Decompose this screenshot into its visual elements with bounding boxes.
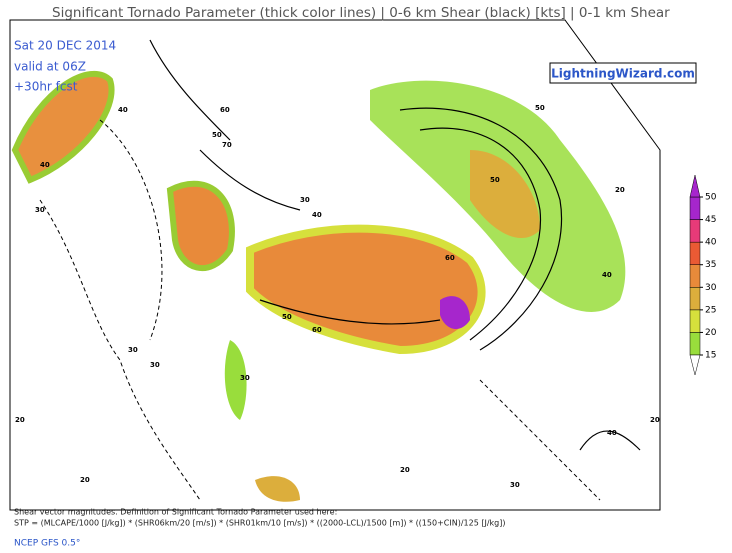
contour-label: 40 <box>312 211 322 219</box>
contour-label: 30 <box>510 481 520 489</box>
footer-formula: STP = (MLCAPE/1000 [J/kg]) * (SHR06km/20… <box>14 519 505 528</box>
contour-label: 60 <box>312 326 322 334</box>
stp-area <box>11 70 115 184</box>
contour-label: 20 <box>650 416 660 424</box>
contour-label: 40 <box>607 429 617 437</box>
contour-label: 40 <box>40 161 50 169</box>
map <box>9 19 661 511</box>
valid-time: valid at 06Z <box>14 60 86 74</box>
colorbar-label: 40 <box>705 238 717 248</box>
contour-label: 20 <box>15 416 25 424</box>
colorbar-arrow <box>689 174 701 198</box>
stp-area <box>224 340 247 420</box>
brand: LightningWizard.com <box>551 67 695 81</box>
colorbar-segment <box>689 287 701 311</box>
colorbar-segment <box>689 264 701 288</box>
contour-label: 40 <box>118 106 128 114</box>
stp-area <box>166 180 235 272</box>
contour-label: 50 <box>535 104 545 112</box>
colorbar-segment <box>689 196 701 220</box>
colorbar-label: 30 <box>705 283 717 293</box>
footer-note: Shear vector magnitudes. Definition of S… <box>14 508 337 517</box>
contour-label: 20 <box>615 186 625 194</box>
colorbar-segment <box>689 219 701 243</box>
contour-label: 30 <box>150 361 160 369</box>
contour-label: 30 <box>128 346 138 354</box>
contour-label: 20 <box>400 466 410 474</box>
contour-label: 40 <box>602 271 612 279</box>
colorbar-label: 35 <box>705 260 716 270</box>
contour-label: 30 <box>300 196 310 204</box>
colorbar-label: 20 <box>705 328 717 338</box>
contour-label: 30 <box>35 206 45 214</box>
shear-contours-dashed <box>39 119 601 501</box>
colorbar-label: 15 <box>705 351 716 361</box>
contour-label: 60 <box>445 254 455 262</box>
colorbar-label: 45 <box>705 215 716 225</box>
colorbar-label: 50 <box>705 193 717 203</box>
stp-area <box>255 476 300 502</box>
colorbar-segment <box>689 241 701 265</box>
contour-label: 50 <box>282 313 292 321</box>
contour-label: 70 <box>222 141 232 149</box>
title: Significant Tornado Parameter (thick col… <box>52 5 670 21</box>
colorbar-arrow <box>689 354 701 376</box>
colorbar-segment <box>689 309 701 333</box>
date: Sat 20 DEC 2014 <box>14 39 116 53</box>
contour-label: 50 <box>212 131 222 139</box>
forecast-hour: +30hr fcst <box>14 80 78 94</box>
stp-area <box>470 150 540 239</box>
colorbar-segment <box>689 332 701 356</box>
contour-label: 20 <box>80 476 90 484</box>
source: NCEP GFS 0.5° <box>14 539 80 549</box>
contour-label: 30 <box>240 374 250 382</box>
colorbar-label: 25 <box>705 305 716 315</box>
contour-label: 50 <box>490 176 500 184</box>
stp-area <box>246 224 486 355</box>
brand-box <box>549 62 697 84</box>
shear-contours <box>149 39 641 451</box>
contour-label: 60 <box>220 106 230 114</box>
stp-peak <box>440 296 470 330</box>
